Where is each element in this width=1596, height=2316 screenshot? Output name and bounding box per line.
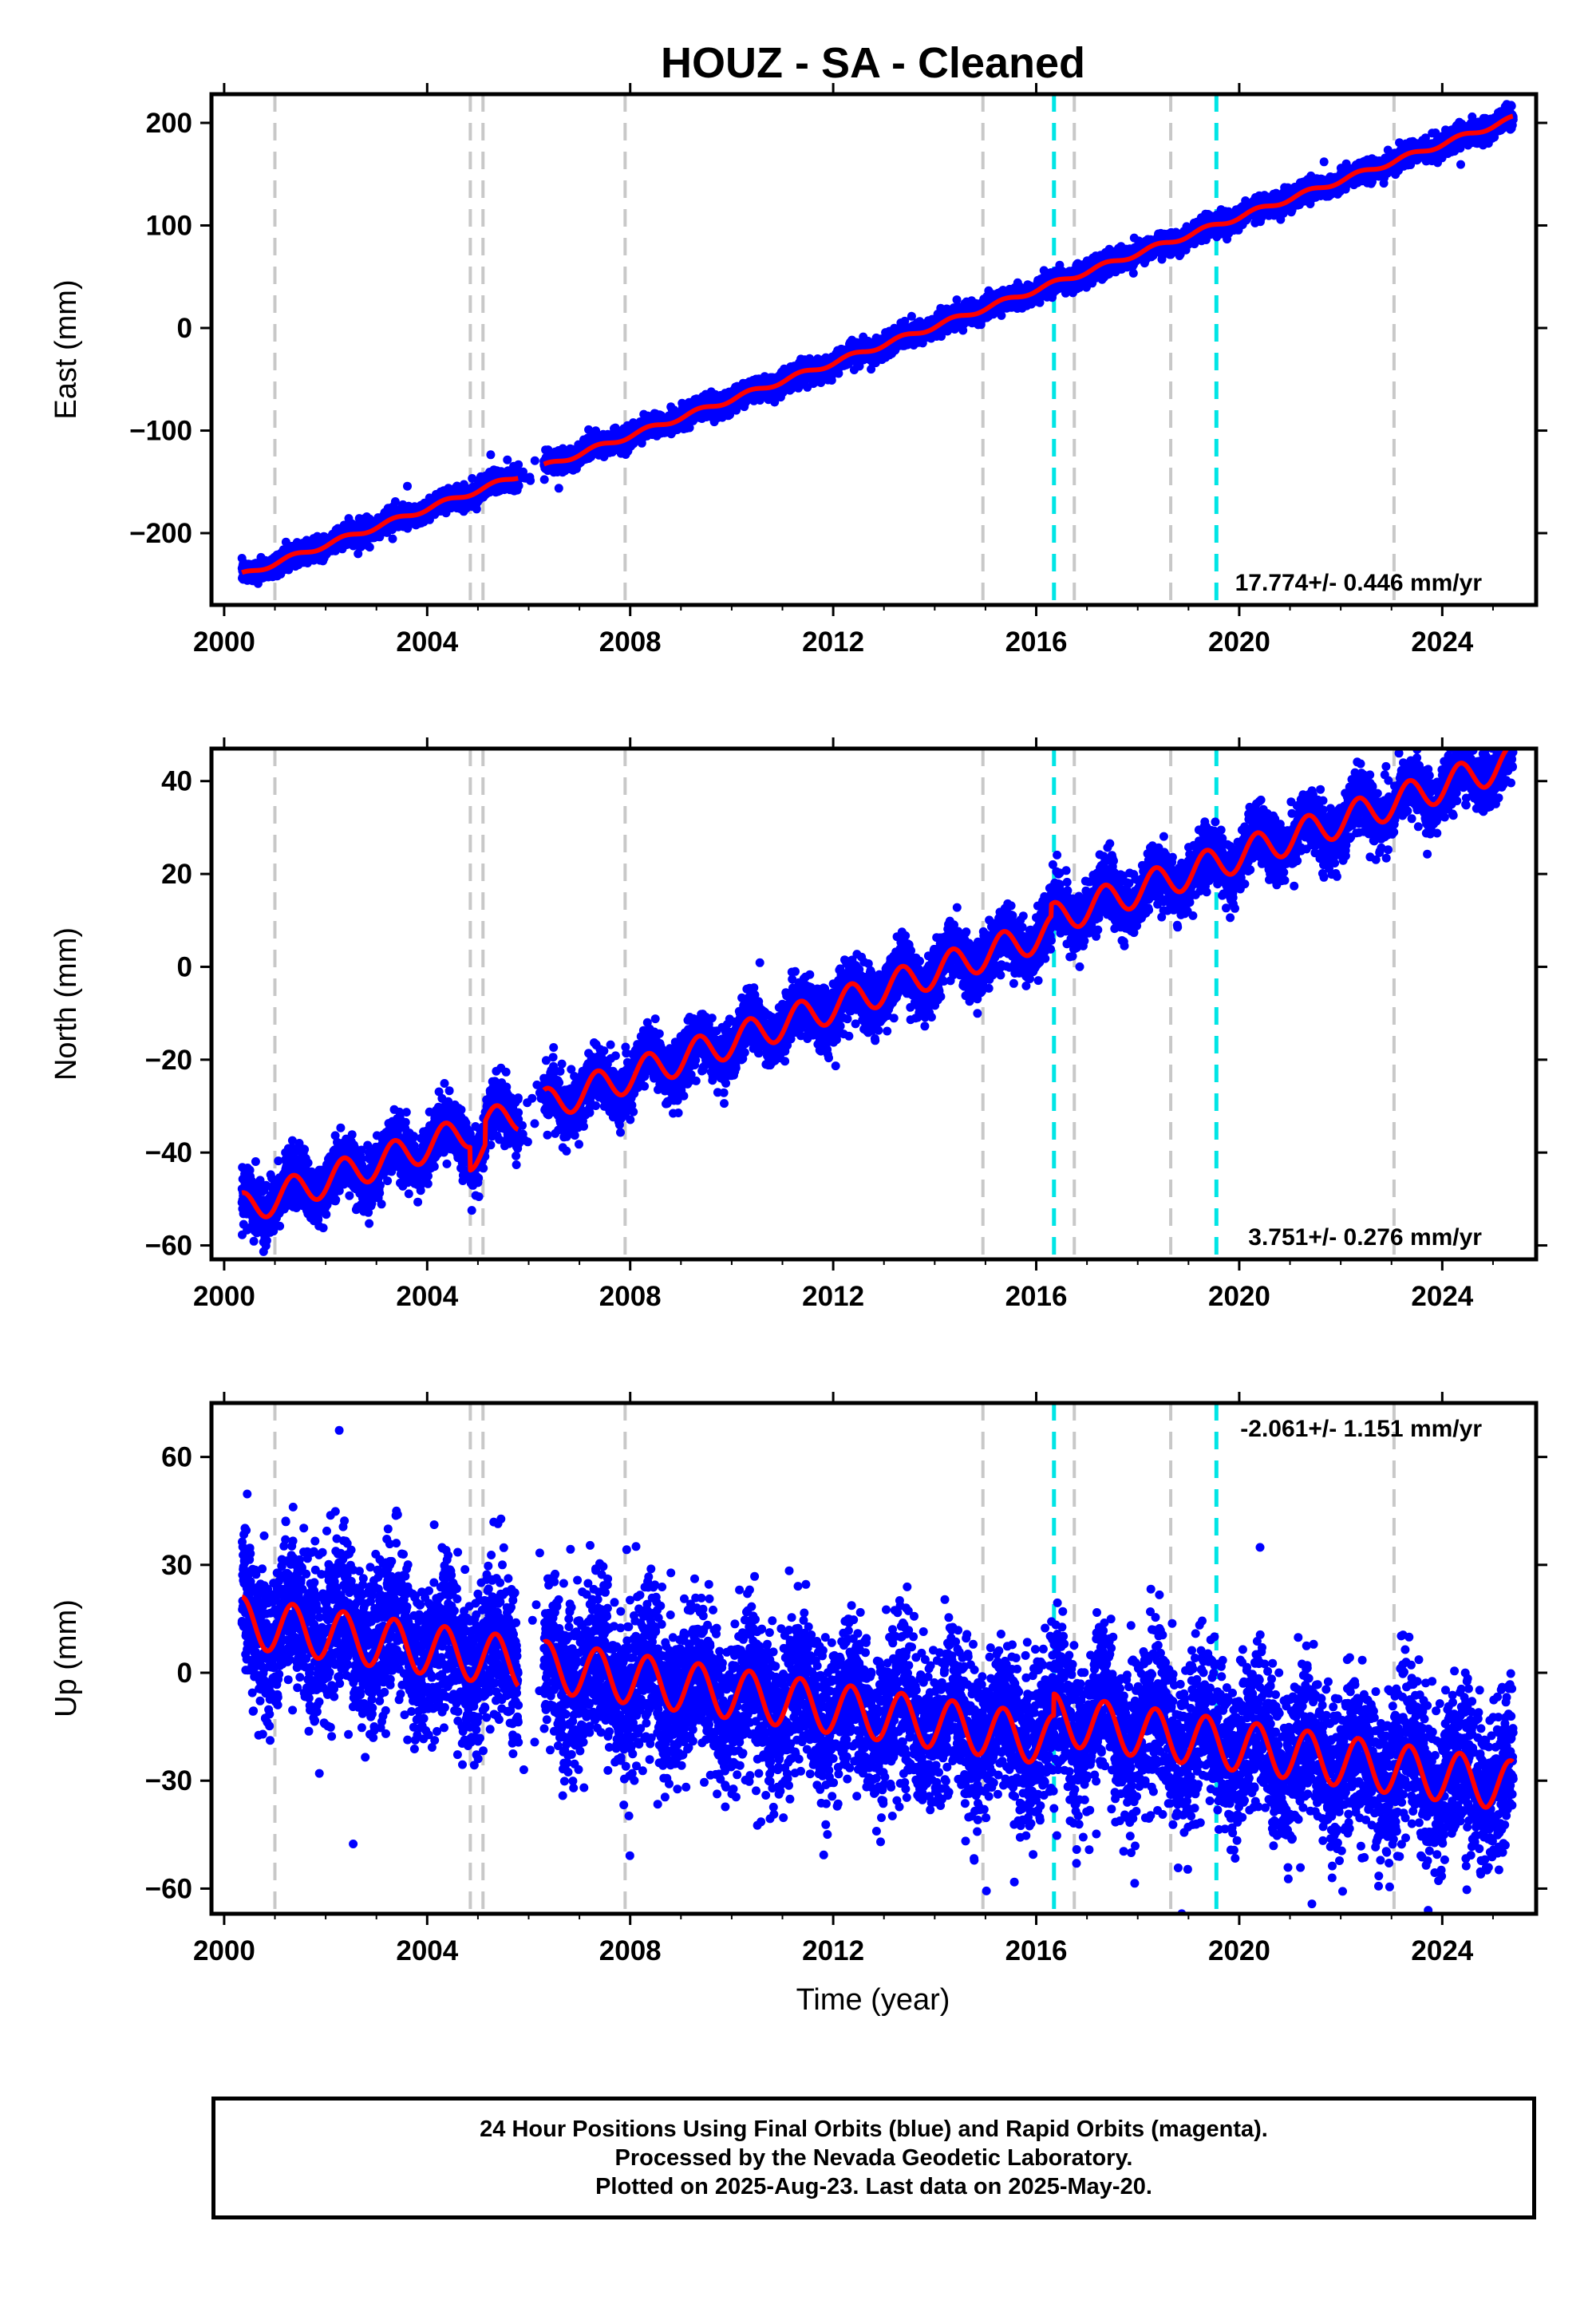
figure-title: HOUZ - SA - Cleaned [661, 39, 1085, 87]
east-data-point [514, 460, 523, 469]
east-data-point [486, 450, 496, 460]
east-data-point [539, 475, 549, 484]
east-data-point [526, 476, 535, 485]
east-data-point [472, 504, 481, 514]
east-data-point [514, 481, 523, 491]
east-data-point [503, 455, 512, 464]
east-data-points [237, 100, 1518, 588]
east-data-point [554, 484, 563, 493]
east-data-point [388, 534, 397, 543]
east-panel: 2000 2004 2008 2012 2016 2020 2024−200−1000100… [49, 83, 1547, 658]
east-plot-area [237, 94, 1518, 605]
east-data-point [403, 481, 412, 491]
east-data-point [365, 543, 374, 552]
east-data-point [530, 456, 539, 465]
